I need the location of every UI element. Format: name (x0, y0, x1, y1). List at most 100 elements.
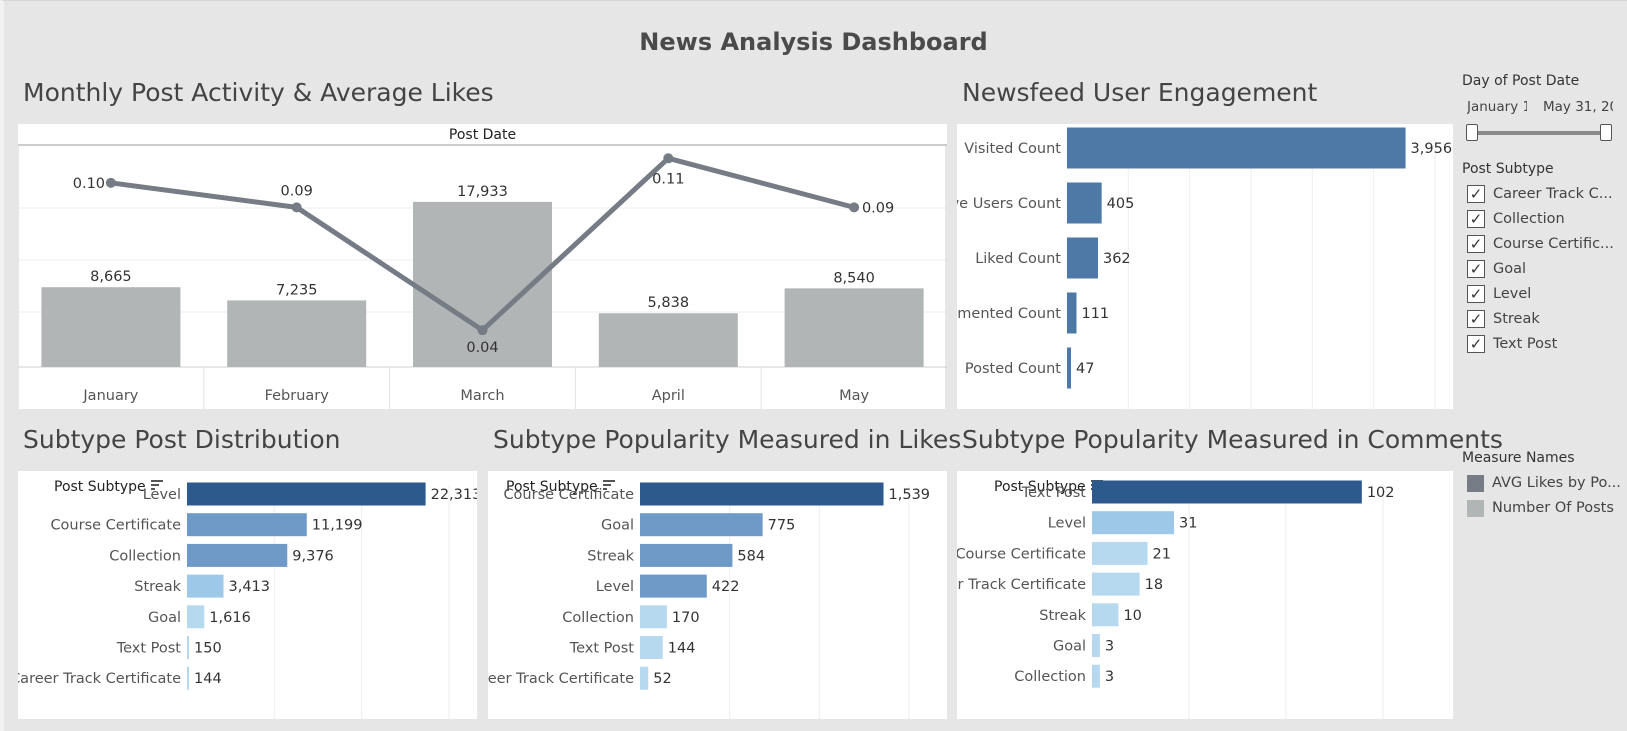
engagement-chart-panel: Visited Count 3,956 Active Users Count 405 L… (923, 124, 1453, 409)
category-label: Career Track Certificate (488, 671, 634, 687)
section-title-engagement: Newsfeed User Engagement (962, 78, 1318, 107)
bar (1092, 664, 1100, 688)
bar (1092, 541, 1148, 565)
bar-value-label: 1,539 (889, 487, 931, 503)
bar-value-label: 52 (653, 671, 671, 687)
category-label: Collection (1014, 669, 1086, 685)
bar (41, 287, 181, 367)
column-header: Post Date (449, 127, 516, 143)
checkbox-checked-icon[interactable]: ✓ (1467, 210, 1485, 228)
bar (1067, 127, 1406, 169)
sort-icon (603, 488, 607, 490)
section-title-distribution: Subtype Post Distribution (23, 425, 341, 454)
bar-value-label: 47 (1076, 361, 1094, 377)
category-label: Commented Count (957, 306, 1061, 322)
checkbox-checked-icon[interactable]: ✓ (1467, 310, 1485, 328)
bar (1067, 292, 1077, 334)
bar-value-label: 11,199 (312, 518, 363, 534)
sort-icon (151, 484, 159, 486)
x-tick-label: March (460, 388, 504, 404)
date-range-end-handle[interactable] (1600, 124, 1612, 141)
bar-value-label: 21 (1153, 546, 1171, 562)
filter-item-goal[interactable]: ✓ Goal (1467, 258, 1526, 280)
checkbox-checked-icon[interactable]: ✓ (1467, 335, 1485, 353)
x-tick-label: April (652, 388, 685, 404)
date-range-slider-track[interactable] (1473, 131, 1605, 135)
bar-value-label: 102 (1367, 485, 1395, 501)
measure-legend-title: Measure Names (1462, 450, 1575, 466)
bar (784, 288, 924, 367)
column-header: Post Subtype (994, 479, 1086, 495)
category-label: Collection (562, 610, 634, 626)
bar-value-label: 584 (737, 548, 765, 564)
checkbox-checked-icon[interactable]: ✓ (1467, 185, 1485, 203)
bar-value-label: 3 (1105, 669, 1114, 685)
category-label: Course Certificate (957, 546, 1086, 562)
sort-icon (603, 480, 615, 482)
legend-swatch (1467, 499, 1484, 517)
date-filter-start: January 1, (1467, 99, 1527, 115)
sort-icon (603, 484, 611, 486)
subtype-filter-title: Post Subtype (1462, 161, 1554, 177)
filter-item-career-track[interactable]: ✓ Career Track C... (1467, 183, 1613, 205)
category-label: Text Post (569, 641, 635, 657)
monthly-chart: Post Date 8,665 January 7,235 February 17,933… (17, 127, 947, 409)
bar (187, 605, 205, 629)
category-label: Liked Count (975, 251, 1061, 267)
dashboard-title: News Analysis Dashboard (639, 28, 988, 56)
category-label: Text Post (116, 641, 182, 657)
filter-item-collection[interactable]: ✓ Collection (1467, 208, 1565, 230)
bar (187, 574, 224, 598)
x-tick-label: February (265, 388, 330, 404)
bar (1092, 572, 1140, 596)
category-label: Level (143, 487, 181, 503)
bar-value-label: 422 (712, 579, 740, 595)
line-value-label: 0.11 (652, 171, 684, 187)
filter-item-level[interactable]: ✓ Level (1467, 283, 1531, 305)
category-label: Goal (1053, 639, 1086, 655)
date-range-start-handle[interactable] (1466, 124, 1478, 141)
checkbox-checked-icon[interactable]: ✓ (1467, 235, 1485, 253)
category-label: Level (596, 579, 634, 595)
bar (187, 666, 189, 690)
section-title-likes: Subtype Popularity Measured in Likes (493, 425, 962, 454)
checkbox-checked-icon[interactable]: ✓ (1467, 285, 1485, 303)
bar (640, 574, 707, 598)
sort-icon (151, 488, 155, 490)
bar-value-label: 10 (1123, 608, 1141, 624)
bar (1092, 511, 1175, 535)
bar (187, 513, 307, 537)
section-title-comments: Subtype Popularity Measured in Comments (962, 425, 1503, 454)
x-tick-label: May (839, 388, 869, 404)
distribution-chart-panel: Post Subtype Level 22,313 Course Certificat… (10, 471, 481, 719)
sort-icon (151, 480, 163, 482)
likes-chart-panel: Post Subtype Course Certificate 1,539 Goal 7… (463, 471, 947, 719)
bar-value-label: 3 (1105, 639, 1114, 655)
bar-value-label: 5,838 (648, 295, 690, 311)
bar (1092, 603, 1119, 627)
filter-item-course-certificate[interactable]: ✓ Course Certific... (1467, 233, 1614, 255)
bar-value-label: 1,616 (209, 610, 251, 626)
bar-value-label: 7,235 (276, 282, 318, 298)
category-label: Streak (587, 548, 634, 564)
category-label: Course Certificate (503, 487, 634, 503)
legend-item-avg-likes[interactable]: AVG Likes by Po... (1467, 472, 1621, 494)
category-label: Level (1048, 516, 1086, 532)
filter-item-streak[interactable]: ✓ Streak (1467, 308, 1540, 330)
line-point (105, 177, 116, 188)
checkbox-checked-icon[interactable]: ✓ (1467, 260, 1485, 278)
bar (640, 636, 663, 659)
bar (187, 543, 288, 567)
line-point (663, 153, 674, 164)
bar-value-label: 3,413 (228, 579, 270, 595)
category-label: Text Post (1021, 485, 1087, 501)
bar (640, 666, 649, 690)
bar (1067, 182, 1102, 224)
filter-item-text-post[interactable]: ✓ Text Post (1467, 333, 1557, 355)
bar (640, 482, 884, 506)
bar (640, 543, 733, 567)
legend-item-number-of-posts[interactable]: Number Of Posts (1467, 497, 1614, 519)
date-filter-end: May 31, 2023 (1543, 99, 1613, 115)
